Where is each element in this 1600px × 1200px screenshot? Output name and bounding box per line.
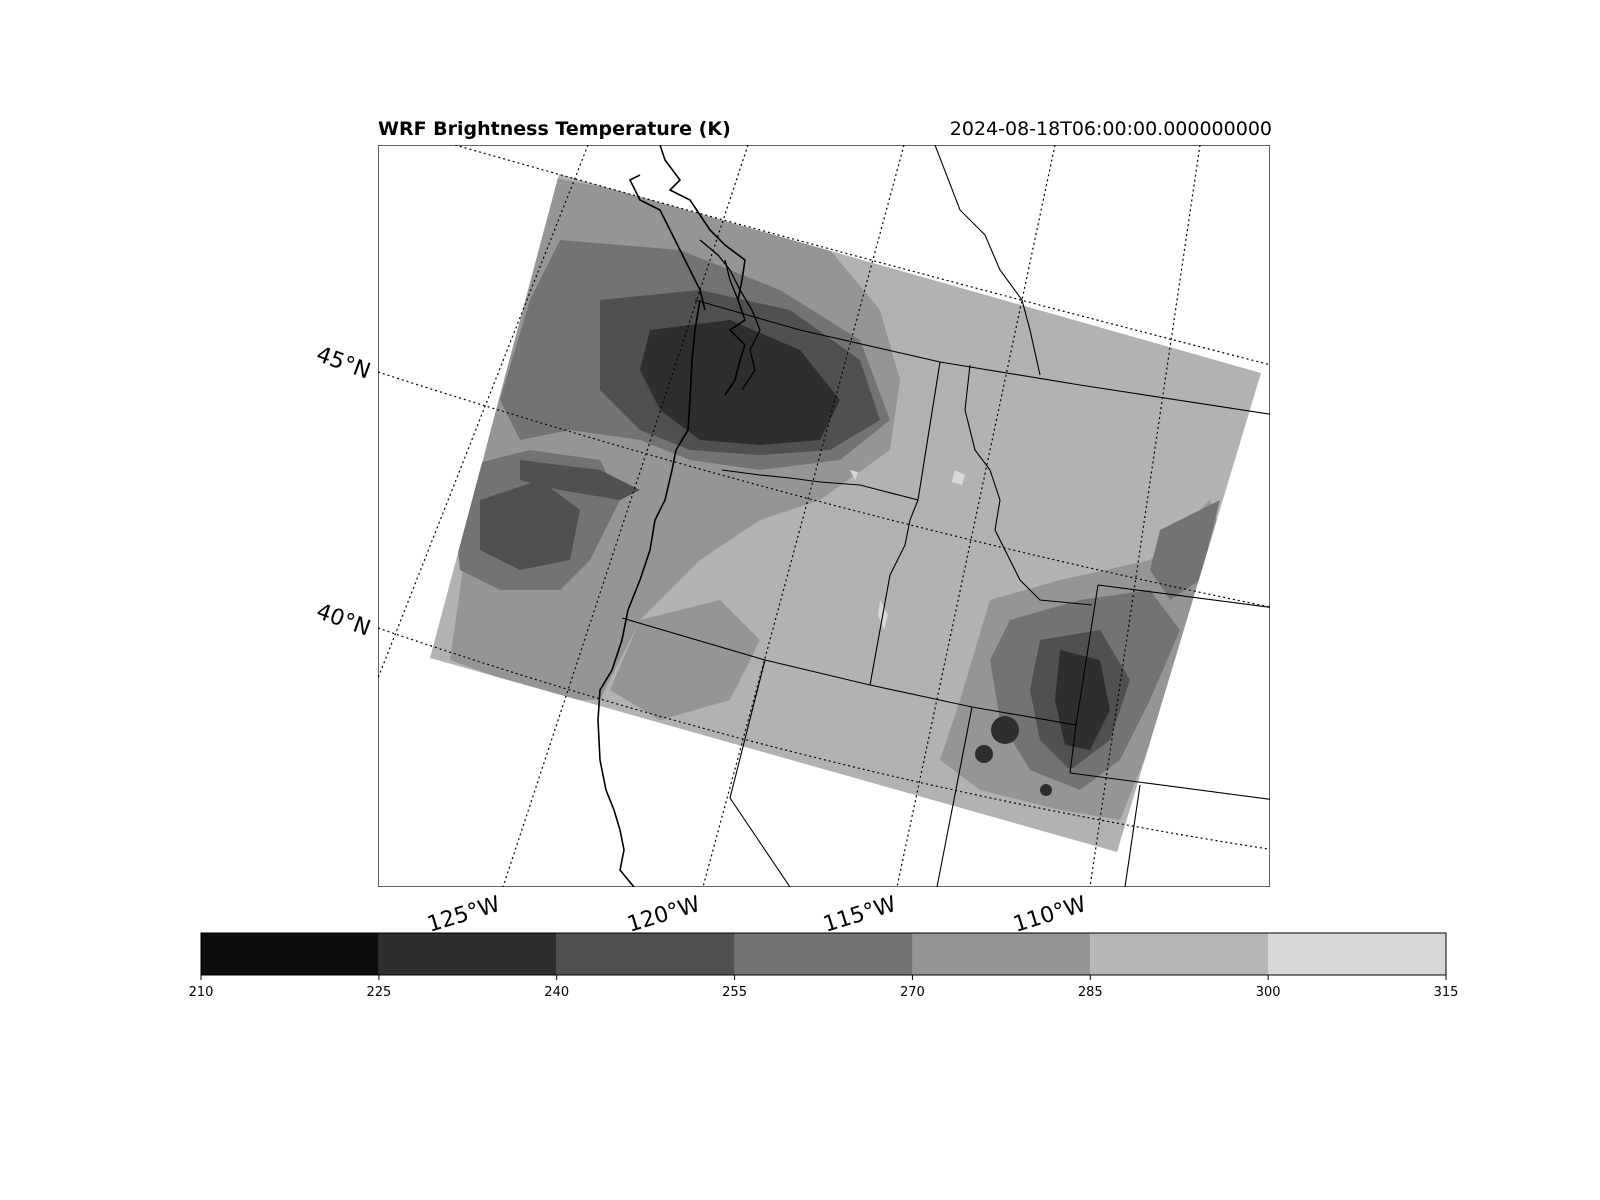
valid-time-label: 2024-08-18T06:00:00.000000000	[949, 118, 1272, 140]
field-240-255-west	[480, 480, 580, 570]
wa-id-border	[917, 361, 941, 501]
or-ca-border	[621, 617, 766, 661]
lon-label-120w: 120°W	[624, 892, 703, 938]
nv-ut-border	[936, 706, 973, 887]
canada-province-border	[934, 145, 1041, 376]
field-225-240-cell-1	[991, 716, 1019, 744]
graticule-meridians	[378, 145, 1201, 887]
field-225-240-northwest-core	[640, 320, 840, 445]
or-id-border	[869, 499, 919, 686]
brightness-temperature-field	[450, 175, 1230, 820]
field-255-270-east-edge	[1150, 500, 1220, 600]
meridian-105w	[1089, 145, 1201, 887]
wa-or-border	[721, 469, 919, 501]
colorbar-tick-label: 255	[722, 985, 747, 1000]
lon-label-125w: 125°W	[424, 892, 503, 938]
colorbar-segment	[912, 933, 1091, 975]
field-240-255-band	[520, 460, 640, 500]
map-title: WRF Brightness Temperature (K)	[378, 118, 731, 140]
colorbar-segment	[378, 933, 557, 975]
colorbar-tick-label: 225	[366, 985, 391, 1000]
lon-label-110w: 110°W	[1010, 892, 1089, 938]
colorbar-tick-label: 210	[189, 985, 214, 1000]
parallel-40n	[378, 627, 1270, 850]
meridian-110w	[896, 145, 1056, 887]
coastline	[597, 145, 746, 887]
colorbar-segment	[201, 933, 379, 975]
colorbar-segment	[1268, 933, 1446, 975]
colorbar-tick-label: 300	[1256, 985, 1281, 1000]
or-nv-border	[764, 659, 871, 686]
wy-borders	[1069, 584, 1270, 800]
field-225-240-southeast-core	[1055, 650, 1110, 750]
state-borders	[621, 145, 1270, 887]
co-ut-border	[1124, 784, 1141, 887]
id-nv-ut-border	[869, 684, 1077, 726]
meridian-120w	[502, 145, 749, 887]
colorbar-frame	[200, 932, 1447, 976]
field-225-240-cell-2	[975, 745, 993, 763]
puget-sound-outline	[699, 239, 761, 391]
colorbar-tick-label: 240	[544, 985, 569, 1000]
lat-label-45n: 45°N	[313, 342, 374, 384]
meridian-115w	[702, 145, 905, 887]
lon-label-115w: 115°W	[820, 892, 899, 938]
map-panel	[378, 145, 1270, 887]
colorbar-tick-label: 270	[900, 985, 925, 1000]
field-225-240-cell-3	[1040, 784, 1052, 796]
meridian-125w	[378, 145, 589, 679]
field-270-285-dots	[610, 600, 760, 720]
lat-label-40n: 40°N	[313, 599, 374, 641]
colorbar-segment	[1090, 933, 1269, 975]
colorbar-tick-label: 285	[1078, 985, 1103, 1000]
colorbar-segment	[556, 933, 735, 975]
colorbar-segment	[734, 933, 913, 975]
ca-nv-border	[729, 659, 791, 887]
colorbar-tick-label: 315	[1434, 985, 1459, 1000]
parallel-50n	[454, 145, 1270, 366]
graticule-parallels	[378, 145, 1270, 850]
id-mt-border	[964, 364, 1093, 606]
colorbar: 210 225 240 255 270 285 300 315	[189, 932, 1459, 1000]
